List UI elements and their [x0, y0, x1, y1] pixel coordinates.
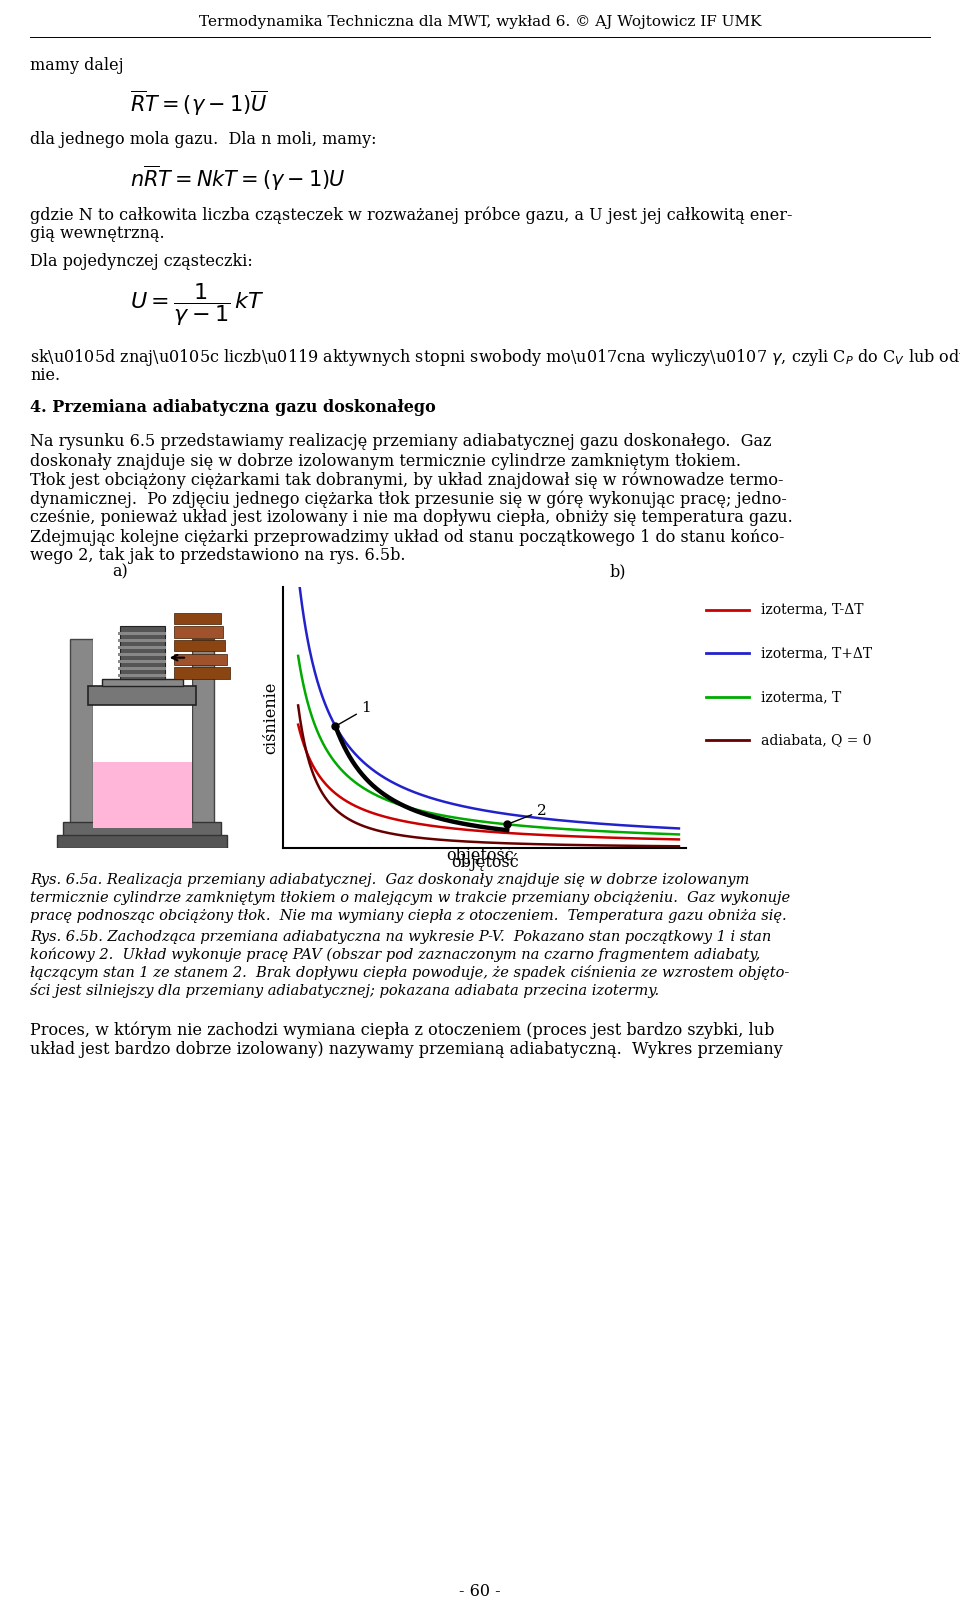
- Text: adiabata, Q = 0: adiabata, Q = 0: [760, 734, 871, 747]
- Text: - 60 -: - 60 -: [459, 1584, 501, 1600]
- Text: a): a): [112, 563, 128, 581]
- Text: Tłok jest obciążony ciężarkami tak dobranymi, by układ znajdował się w równowadz: Tłok jest obciążony ciężarkami tak dobra…: [30, 471, 783, 489]
- Bar: [118, 632, 166, 636]
- Text: pracę podnosząc obciążony tłok.  Nie ma wymiany ciepła z otoczeniem.  Temperatur: pracę podnosząc obciążony tłok. Nie ma w…: [30, 910, 786, 923]
- Bar: [102, 679, 182, 687]
- Text: łączącym stan 1 ze stanem 2.  Brak dopływu ciepła powoduje, że spadek ciśnienia : łączącym stan 1 ze stanem 2. Brak dopływ…: [30, 966, 789, 981]
- Text: objętość: objętość: [446, 845, 514, 865]
- X-axis label: objętość: objętość: [451, 853, 518, 871]
- Text: $n\overline{R}T = NkT = (\gamma - 1)U$: $n\overline{R}T = NkT = (\gamma - 1)U$: [130, 163, 345, 192]
- Y-axis label: ciśnienie: ciśnienie: [262, 682, 279, 753]
- Text: 4. Przemiana adiabatyczna gazu doskonałego: 4. Przemiana adiabatyczna gazu doskonałe…: [30, 400, 436, 416]
- Text: termicznie cylindrze zamkniętym tłokiem o malejącym w trakcie przemiany obciążen: termicznie cylindrze zamkniętym tłokiem …: [30, 890, 790, 905]
- Text: Rys. 6.5b. Zachodząca przemiana adiabatyczna na wykresie P-V.  Pokazano stan poc: Rys. 6.5b. Zachodząca przemiana adiabaty…: [30, 931, 771, 944]
- Bar: [118, 639, 166, 642]
- Text: nie.: nie.: [30, 368, 60, 384]
- Text: mamy dalej: mamy dalej: [30, 56, 124, 74]
- Bar: [93, 639, 191, 827]
- Text: gią wewnętrzną.: gią wewnętrzną.: [30, 224, 164, 242]
- Text: $U = \dfrac{1}{\gamma -1}\,kT$: $U = \dfrac{1}{\gamma -1}\,kT$: [130, 282, 265, 329]
- Bar: [174, 640, 226, 652]
- Bar: [191, 639, 214, 827]
- Text: gdzie N to całkowita liczba cząsteczek w rozważanej próbce gazu, a U jest jej ca: gdzie N to całkowita liczba cząsteczek w…: [30, 206, 793, 224]
- Text: wego 2, tak jak to przedstawiono na rys. 6.5b.: wego 2, tak jak to przedstawiono na rys.…: [30, 547, 405, 565]
- Bar: [174, 668, 229, 679]
- Text: Proces, w którym nie zachodzi wymiana ciepła z otoczeniem (proces jest bardzo sz: Proces, w którym nie zachodzi wymiana ci…: [30, 1021, 775, 1039]
- Bar: [70, 639, 93, 827]
- Text: b): b): [610, 563, 626, 581]
- Text: końcowy 2.  Układ wykonuje pracę PAV (obszar pod zaznaczonym na czarno fragmente: końcowy 2. Układ wykonuje pracę PAV (obs…: [30, 948, 760, 963]
- Text: $\overline{R}T = (\gamma -1)\overline{U}$: $\overline{R}T = (\gamma -1)\overline{U}…: [130, 89, 268, 118]
- Text: sk\u0105d znaj\u0105c liczb\u0119 aktywnych stopni swobody mo\u017cna wyliczy\u0: sk\u0105d znaj\u0105c liczb\u0119 aktywn…: [30, 347, 960, 368]
- Text: Dla pojedynczej cząsteczki:: Dla pojedynczej cząsteczki:: [30, 253, 252, 271]
- Text: 1: 1: [338, 702, 372, 724]
- Bar: [118, 660, 166, 663]
- Bar: [57, 836, 228, 848]
- Bar: [88, 687, 196, 705]
- Text: Rys. 6.5a. Realizacja przemiany adiabatycznej.  Gaz doskonały znajduje się w dob: Rys. 6.5a. Realizacja przemiany adiabaty…: [30, 873, 750, 887]
- Text: dla jednego mola gazu.  Dla n moli, mamy:: dla jednego mola gazu. Dla n moli, mamy:: [30, 132, 376, 148]
- Text: Termodynamika Techniczna dla MWT, wykład 6. © AJ Wojtowicz IF UMK: Termodynamika Techniczna dla MWT, wykład…: [199, 15, 761, 29]
- Text: doskonały znajduje się w dobrze izolowanym termicznie cylindrze zamkniętym tłoki: doskonały znajduje się w dobrze izolowan…: [30, 453, 741, 469]
- Text: Zdejmując kolejne ciężarki przeprowadzimy układ od stanu początkowego 1 do stanu: Zdejmując kolejne ciężarki przeprowadzim…: [30, 529, 784, 545]
- Bar: [174, 653, 228, 665]
- Text: izoterma, T-ΔT: izoterma, T-ΔT: [760, 603, 863, 616]
- Text: układ jest bardzo dobrze izolowany) nazywamy przemianą adiabatyczną.  Wykres prz: układ jest bardzo dobrze izolowany) nazy…: [30, 1040, 782, 1058]
- Text: ści jest silniejszy dla przemiany adiabatycznej; pokazana adiabata przecina izot: ści jest silniejszy dla przemiany adiaba…: [30, 984, 660, 998]
- Bar: [118, 666, 166, 671]
- Text: cześnie, ponieważ układ jest izolowany i nie ma dopływu ciepła, obniży się tempe: cześnie, ponieważ układ jest izolowany i…: [30, 510, 793, 526]
- Bar: [118, 653, 166, 656]
- Text: dynamicznej.  Po zdjęciu jednego ciężarka tłok przesunie się w górę wykonując pr: dynamicznej. Po zdjęciu jednego ciężarka…: [30, 490, 787, 508]
- Bar: [174, 626, 223, 637]
- Text: izoterma, T+ΔT: izoterma, T+ΔT: [760, 647, 872, 660]
- Bar: [63, 823, 221, 839]
- Text: Na rysunku 6.5 przedstawiamy realizację przemiany adiabatycznej gazu doskonałego: Na rysunku 6.5 przedstawiamy realizację …: [30, 434, 772, 450]
- Bar: [93, 763, 191, 827]
- Text: izoterma, T: izoterma, T: [760, 690, 841, 703]
- Bar: [118, 645, 166, 648]
- Bar: [118, 674, 166, 677]
- Bar: [120, 626, 164, 679]
- Bar: [174, 613, 221, 624]
- Text: 2: 2: [510, 803, 547, 823]
